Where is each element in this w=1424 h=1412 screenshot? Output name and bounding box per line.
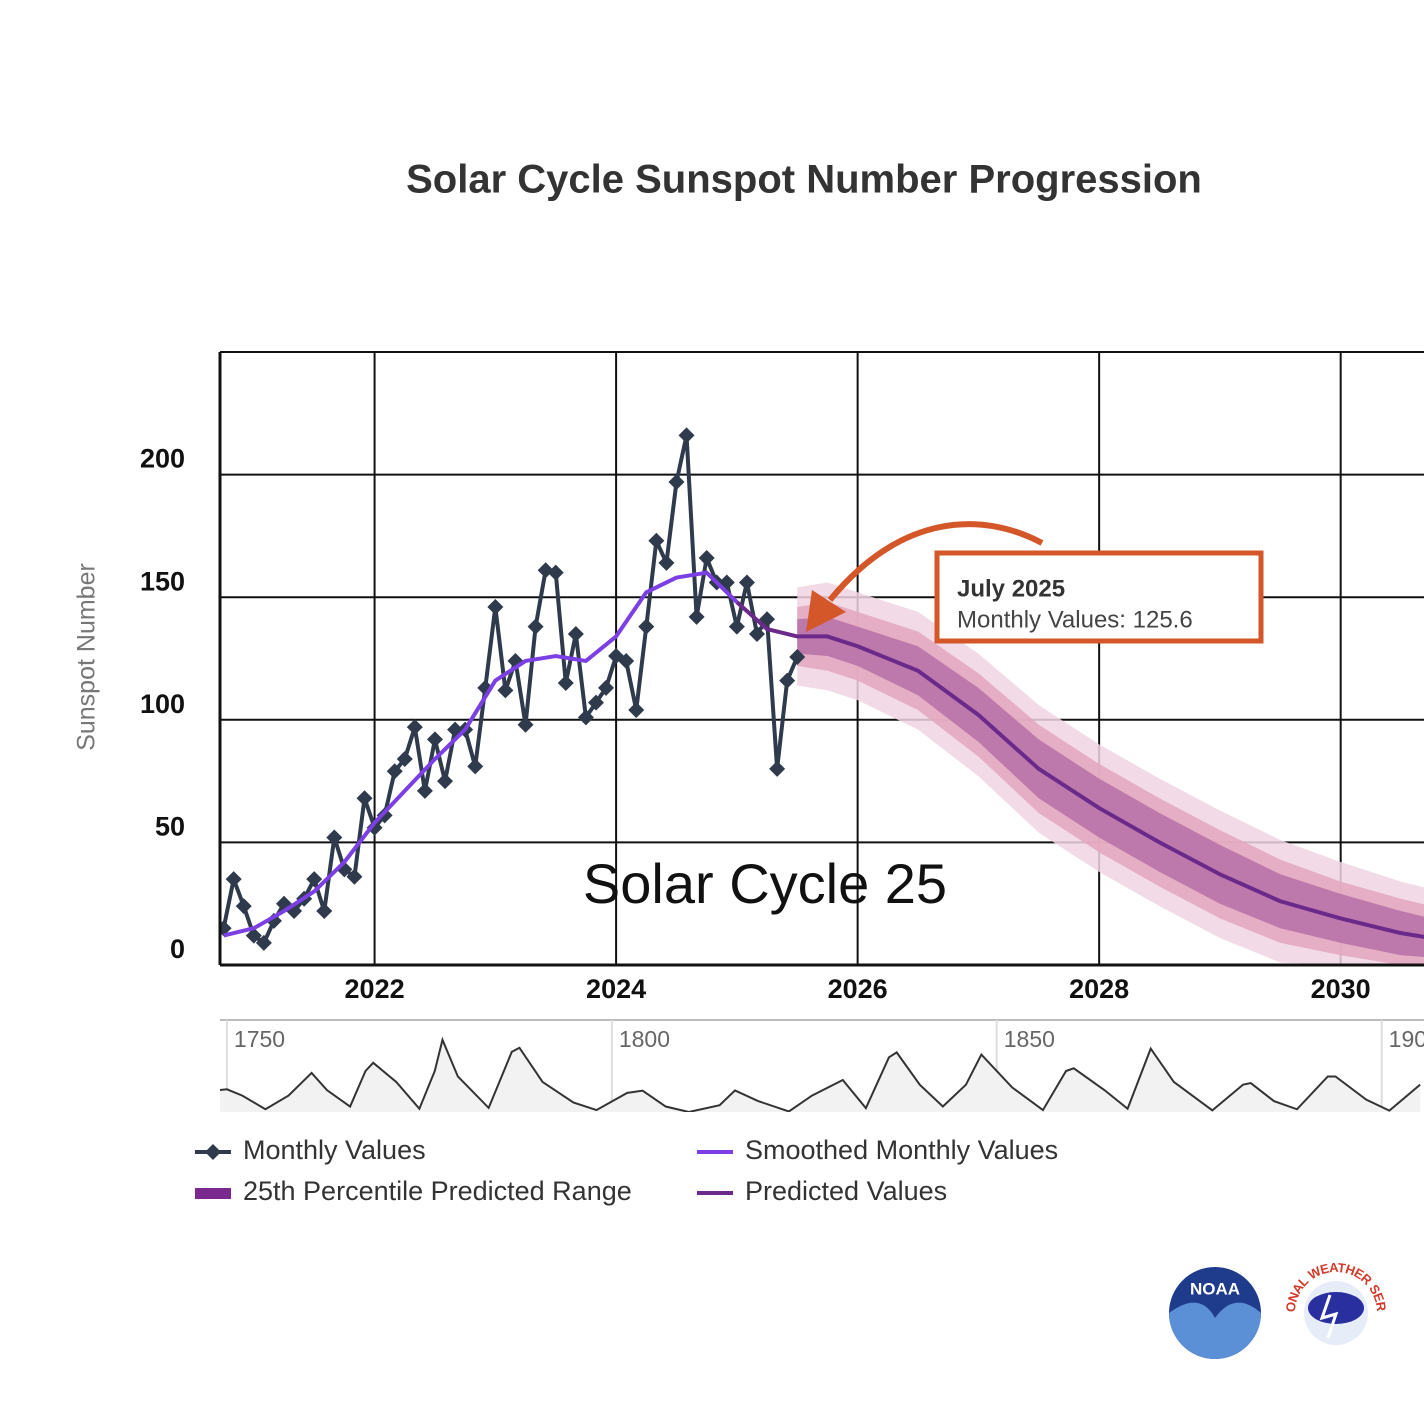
navigator-tick-label: 1800: [619, 1026, 670, 1052]
data-point: [406, 719, 423, 736]
x-tick-label: 2026: [828, 974, 888, 1004]
data-point: [225, 871, 242, 888]
data-point: [220, 920, 232, 937]
legend-label: Monthly Values: [243, 1135, 426, 1165]
y-tick-label: 200: [140, 444, 185, 474]
tooltip-box: [934, 550, 1264, 644]
data-point: [497, 682, 514, 699]
data-point: [638, 618, 655, 635]
data-point: [366, 819, 383, 836]
data-point: [386, 763, 403, 780]
predicted-range-band: [797, 616, 1424, 958]
callout-arrow: [827, 521, 1044, 602]
data-point: [618, 652, 635, 669]
callout-arrowhead: [806, 590, 846, 632]
navigator: 1750 1800 1850 1900: [220, 1020, 1424, 1112]
x-tick-label: 2022: [345, 974, 405, 1004]
nws-logo: NATIONAL WEATHER SERVICE: [0, 0, 1389, 1345]
tooltip-text: Monthly Values: 125.6: [957, 606, 1193, 633]
data-point: [547, 564, 564, 581]
y-tick-label: 100: [140, 689, 185, 719]
legend-label: Smoothed Monthly Values: [745, 1135, 1058, 1165]
navigator-tick-label: 1850: [1004, 1026, 1055, 1052]
series-line: [221, 433, 800, 945]
legend: Monthly Values 25th Percentile Predicted …: [195, 1135, 1058, 1206]
legend-swatch: [195, 1188, 231, 1199]
data-point: [467, 758, 484, 775]
navigator-tick-label: 1900: [1389, 1026, 1424, 1052]
data-point: [235, 898, 252, 915]
data-point: [416, 782, 433, 799]
data-point: [255, 934, 272, 951]
data-point: [527, 618, 544, 635]
data-point: [748, 625, 765, 642]
data-point: [426, 731, 443, 748]
data-point: [346, 868, 363, 885]
data-point: [356, 790, 373, 807]
noaa-logo: NOAA: [1169, 1267, 1261, 1359]
data-point: [376, 807, 393, 824]
noaa-text: NOAA: [1190, 1279, 1240, 1298]
nws-bolt: [1319, 1294, 1339, 1339]
tooltip-title: July 2025: [957, 575, 1065, 602]
series-line: [223, 570, 739, 938]
navigator-tick-label: 1750: [234, 1026, 285, 1052]
data-point: [688, 608, 705, 625]
data-point: [396, 751, 413, 768]
data-point: [587, 694, 604, 711]
data-point: [769, 760, 786, 777]
data-point: [628, 701, 645, 718]
data-point: [668, 473, 685, 490]
noaa-wave: [1169, 1302, 1261, 1359]
x-tick-label: 2024: [586, 974, 646, 1004]
data-point: [316, 903, 333, 920]
data-point: [678, 427, 695, 444]
data-point: [779, 672, 796, 689]
data-point: [557, 675, 574, 692]
data-point: [517, 716, 534, 733]
data-point: [728, 618, 745, 635]
data-point: [648, 532, 665, 549]
annotation: Solar Cycle 25: [583, 852, 947, 915]
data-point: [738, 574, 755, 591]
y-axis-label: Sunspot Number: [73, 563, 101, 751]
axes: 0 50 100 150 200 2022 2024 2026 2028 2030: [140, 444, 1371, 1004]
y-tick-label: 150: [140, 566, 185, 596]
y-tick-label: 0: [170, 934, 185, 964]
data-point: [789, 649, 806, 666]
data-point: [245, 927, 262, 944]
legend-label: 25th Percentile Predicted Range: [243, 1176, 632, 1206]
legend-marker: [205, 1144, 221, 1160]
chart-title: Solar Cycle Sunspot Number Progression: [406, 158, 1202, 202]
legend-label: Predicted Values: [745, 1176, 947, 1206]
data-point: [326, 829, 343, 846]
data-point: [306, 871, 323, 888]
navigator-area: [220, 1039, 1421, 1112]
x-tick-label: 2028: [1069, 974, 1129, 1004]
data-point: [698, 549, 715, 566]
x-tick-label: 2030: [1311, 974, 1371, 1004]
data-point: [658, 554, 675, 571]
plot-area: [220, 352, 1424, 965]
data-point: [577, 709, 594, 726]
series-line: [735, 600, 1424, 939]
data-point: [487, 599, 504, 616]
data-point: [567, 625, 584, 642]
y-tick-label: 50: [155, 812, 185, 842]
data-point: [437, 773, 454, 790]
nws-cloud: [1308, 1292, 1364, 1324]
navigator-line: [220, 1036, 1421, 1112]
data-point: [598, 679, 615, 696]
